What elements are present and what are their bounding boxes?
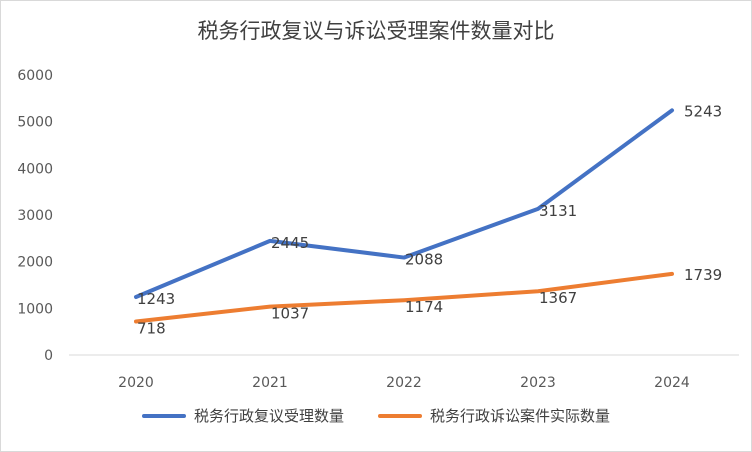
y-tick-label: 6000 [17,68,53,84]
x-tick-label: 2023 [520,375,556,391]
series-2-point [670,272,674,276]
legend-swatch-series-1 [141,413,186,418]
series-1-point [670,108,674,112]
x-tick-label: 2022 [386,375,422,391]
x-tick-label: 2020 [118,375,154,391]
y-tick-label: 1000 [17,301,53,317]
data-label: 2088 [405,251,443,269]
x-tick-label: 2024 [654,375,690,391]
chart-plot: 0 1000 2000 3000 4000 5000 6000 2020 2021 2022 202… [17,68,739,391]
legend-item-series-1: 税务行政复议受理数量 [141,405,344,426]
data-label: 1739 [684,266,722,284]
series-line-2 [134,271,674,324]
legend-label-series-2: 税务行政诉讼案件实际数量 [430,407,611,425]
y-tick-label: 0 [44,348,53,364]
y-tick-label: 3000 [17,208,53,224]
legend: 税务行政复议受理数量 税务行政诉讼案件实际数量 [1,405,751,426]
series-line-1 [134,108,674,299]
y-tick-label: 5000 [17,115,53,131]
data-label: 1037 [271,305,309,323]
data-label: 718 [137,319,166,337]
x-tick-label: 2021 [252,375,288,391]
y-tick-label: 2000 [17,255,53,271]
data-label: 1174 [405,298,443,316]
data-label: 5243 [684,102,722,120]
y-tick-label: 4000 [17,161,53,177]
data-label: 3131 [539,202,577,220]
data-label: 1367 [539,289,577,307]
chart-title: 税务行政复议与诉讼受理案件数量对比 [197,19,555,43]
legend-swatch-series-2 [378,413,422,418]
data-label: 1243 [137,290,175,308]
legend-item-series-2: 税务行政诉讼案件实际数量 [378,405,610,426]
legend-label-series-1: 税务行政复议受理数量 [193,407,344,425]
data-label: 2445 [271,234,309,252]
